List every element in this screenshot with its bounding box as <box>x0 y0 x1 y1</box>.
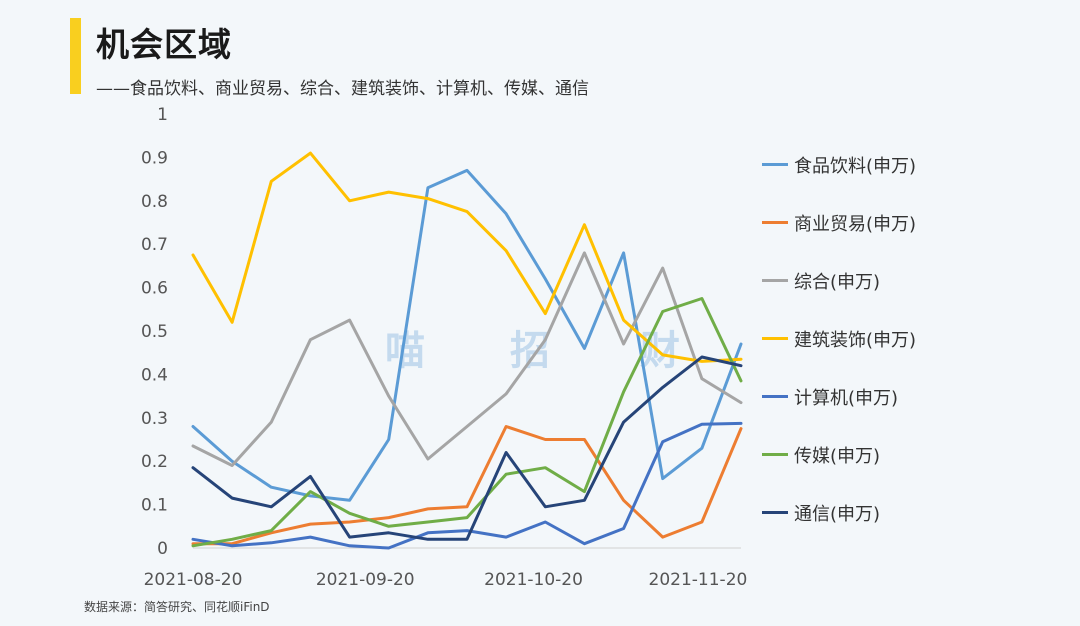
y-tick-label: 0.5 <box>141 322 168 342</box>
legend-item: 综合(申万) <box>762 264 1062 322</box>
watermark-char-2: 招 <box>510 328 550 374</box>
legend-label: 商业贸易(申万) <box>794 214 917 235</box>
legend-label: 建筑装饰(申万) <box>794 330 917 351</box>
legend-swatch <box>762 337 788 340</box>
series-line-5 <box>191 421 743 550</box>
x-tick-label: 2021-11-20 <box>649 570 748 590</box>
legend-swatch <box>762 279 788 282</box>
y-tick-label: 0.1 <box>141 496 168 516</box>
legend-item: 通信(申万) <box>762 496 1062 554</box>
y-tick-label: 1 <box>157 105 168 125</box>
legend-item: 计算机(申万) <box>762 380 1062 438</box>
legend-item: 食品饮料(申万) <box>762 148 1062 206</box>
legend-item: 传媒(申万) <box>762 438 1062 496</box>
legend-swatch <box>762 163 788 166</box>
y-tick-label: 0.6 <box>141 279 168 299</box>
legend-label: 传媒(申万) <box>794 446 881 467</box>
legend-swatch <box>762 395 788 398</box>
data-source-note: 数据来源：简答研究、同花顺iFinD <box>84 600 270 614</box>
legend-label: 计算机(申万) <box>794 388 899 409</box>
y-tick-label: 0.8 <box>141 192 168 212</box>
legend-label: 通信(申万) <box>794 504 881 525</box>
x-tick-label: 2021-10-20 <box>484 570 583 590</box>
legend-label: 食品饮料(申万) <box>794 156 917 177</box>
series-line-7 <box>191 355 743 541</box>
y-tick-label: 0.7 <box>141 235 168 255</box>
x-tick-label: 2021-09-20 <box>316 570 415 590</box>
legend-swatch <box>762 511 788 514</box>
legend-label: 综合(申万) <box>794 272 881 293</box>
y-tick-label: 0.9 <box>141 148 168 168</box>
page-subtitle: ——食品饮料、商业贸易、综合、建筑装饰、计算机、传媒、通信 <box>96 79 589 99</box>
legend-item: 建筑装饰(申万) <box>762 322 1062 380</box>
page-title: 机会区域 <box>96 25 232 64</box>
series-line-3 <box>191 251 743 467</box>
y-tick-label: 0 <box>157 539 168 559</box>
chart-legend: 食品饮料(申万) 商业贸易(申万) 综合(申万) 建筑装饰(申万) 计算机(申万) 传媒(… <box>762 148 1062 554</box>
x-tick-label: 2021-08-20 <box>144 570 243 590</box>
series-line-4 <box>191 151 743 363</box>
legend-swatch <box>762 221 788 224</box>
y-tick-label: 0.4 <box>141 365 168 385</box>
series-line-1 <box>191 168 743 502</box>
legend-swatch <box>762 453 788 456</box>
series-line-2 <box>191 425 743 546</box>
legend-item: 商业贸易(申万) <box>762 206 1062 264</box>
series-line-6 <box>191 297 743 548</box>
y-tick-label: 0.3 <box>141 409 168 429</box>
y-tick-label: 0.2 <box>141 452 168 472</box>
title-accent-bar <box>70 18 81 94</box>
